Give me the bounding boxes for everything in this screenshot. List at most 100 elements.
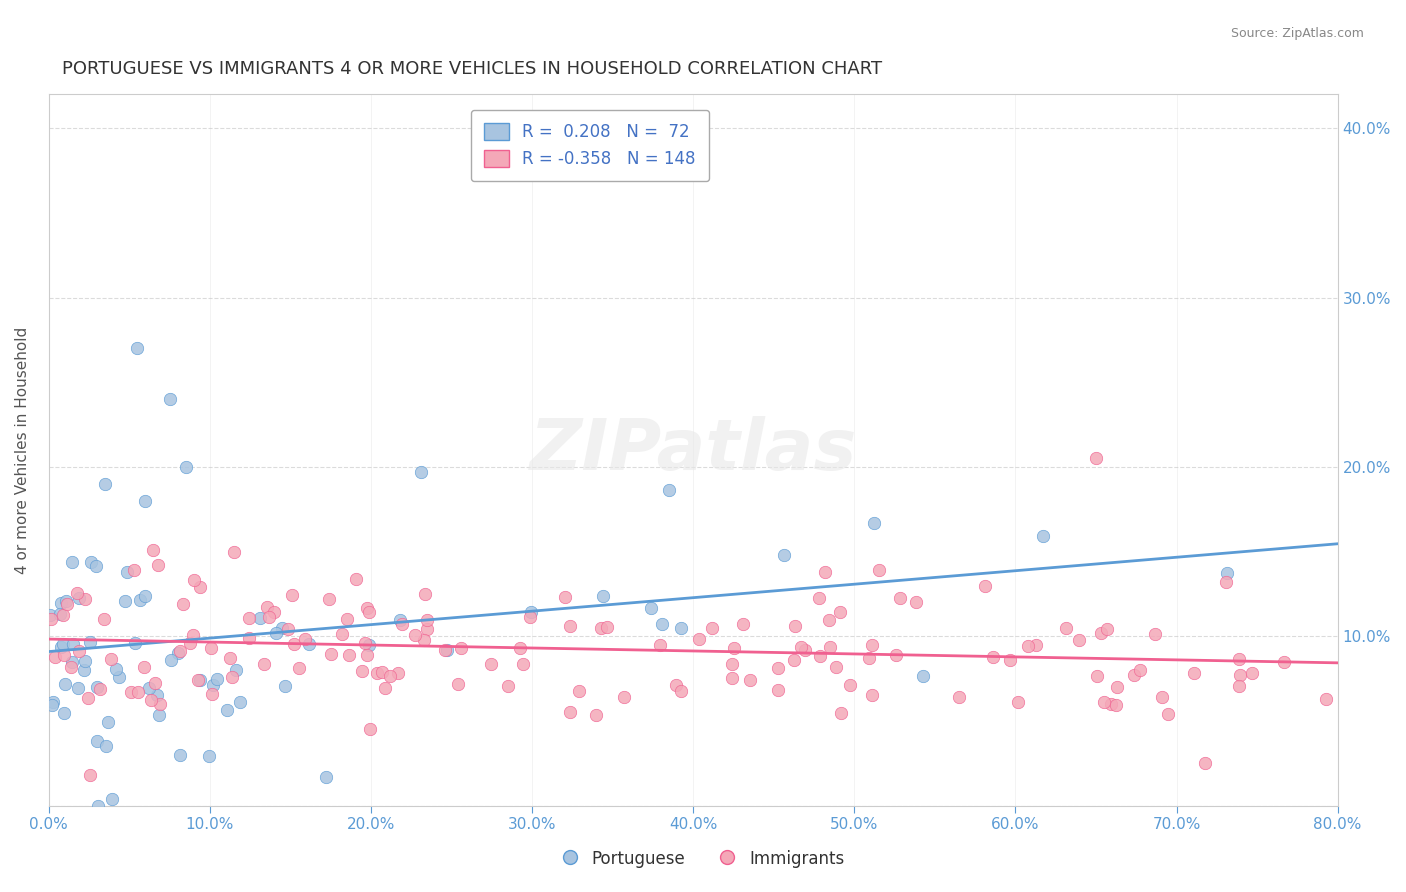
Point [318,591,340,606]
Point [198,748,221,763]
Point [281,588,304,602]
Point [148,708,170,723]
Point [139,693,162,707]
Point [889,591,911,606]
Point [249,610,271,624]
Point [721,657,744,671]
Point [75,591,97,606]
Text: ZIPatlas: ZIPatlas [530,416,856,484]
Point [188,581,211,595]
Point [277,622,299,636]
Point [315,770,337,784]
Point [217,703,239,717]
Point [75,654,97,668]
Point [1069,632,1091,647]
Point [294,632,316,647]
Point [658,483,681,498]
Point [814,565,837,579]
Point [93,612,115,626]
Point [201,687,224,701]
Point [1227,652,1250,666]
Point [731,616,754,631]
Point [783,653,806,667]
Point [187,673,209,688]
Point [207,672,229,686]
Point [183,573,205,587]
Point [416,613,439,627]
Point [253,657,276,671]
Point [67,591,90,605]
Point [86,734,108,748]
Point [159,392,181,407]
Point [134,590,156,604]
Point [793,642,815,657]
Point [665,678,688,692]
Point [271,621,294,635]
Point [828,605,851,619]
Point [80,556,103,570]
Y-axis label: 4 or more Vehicles in Household: 4 or more Vehicles in Household [15,326,30,574]
Point [66,586,89,600]
Point [366,665,388,680]
Point [53,676,76,690]
Text: PORTUGUESE VS IMMIGRANTS 4 OR MORE VEHICLES IN HOUSEHOLD CORRELATION CHART: PORTUGUESE VS IMMIGRANTS 4 OR MORE VEHIC… [62,60,882,78]
Point [263,605,285,619]
Point [1007,695,1029,709]
Point [450,641,472,656]
Point [374,681,396,696]
Point [238,610,260,624]
Point [868,563,890,577]
Point [138,681,160,696]
Point [94,739,117,754]
Point [1105,680,1128,694]
Point [1274,655,1296,669]
Point [354,636,377,650]
Point [1157,706,1180,721]
Point [391,617,413,632]
Point [221,670,243,684]
Point [948,690,970,705]
Point [738,673,761,687]
Point [52,608,75,623]
Point [44,649,66,664]
Point [558,706,581,720]
Point [479,657,502,671]
Point [120,685,142,699]
Point [336,612,359,626]
Point [585,707,607,722]
Point [640,600,662,615]
Point [51,640,73,654]
Point [55,593,77,607]
Point [128,593,150,607]
Point [669,621,692,635]
Point [863,516,886,531]
Point [167,646,190,660]
Point [142,542,165,557]
Point [790,640,813,654]
Point [56,597,79,611]
Point [1056,621,1078,635]
Point [86,680,108,694]
Point [79,635,101,649]
Point [127,342,149,356]
Point [1216,566,1239,581]
Point [496,679,519,693]
Point [67,644,90,658]
Point [76,691,98,706]
Point [202,678,225,692]
Text: Source: ZipAtlas.com: Source: ZipAtlas.com [1230,27,1364,40]
Point [904,595,927,609]
Point [87,798,110,813]
Point [723,641,745,656]
Point [519,609,541,624]
Point [817,613,839,627]
Point [766,661,789,675]
Legend: Portuguese, Immigrants: Portuguese, Immigrants [555,844,851,875]
Point [785,619,807,633]
Point [1085,669,1108,683]
Legend: R =  0.208   N =  72, R = -0.358   N = 148: R = 0.208 N = 72, R = -0.358 N = 148 [471,110,710,181]
Point [1025,639,1047,653]
Point [1122,668,1144,682]
Point [387,665,409,680]
Point [41,698,63,712]
